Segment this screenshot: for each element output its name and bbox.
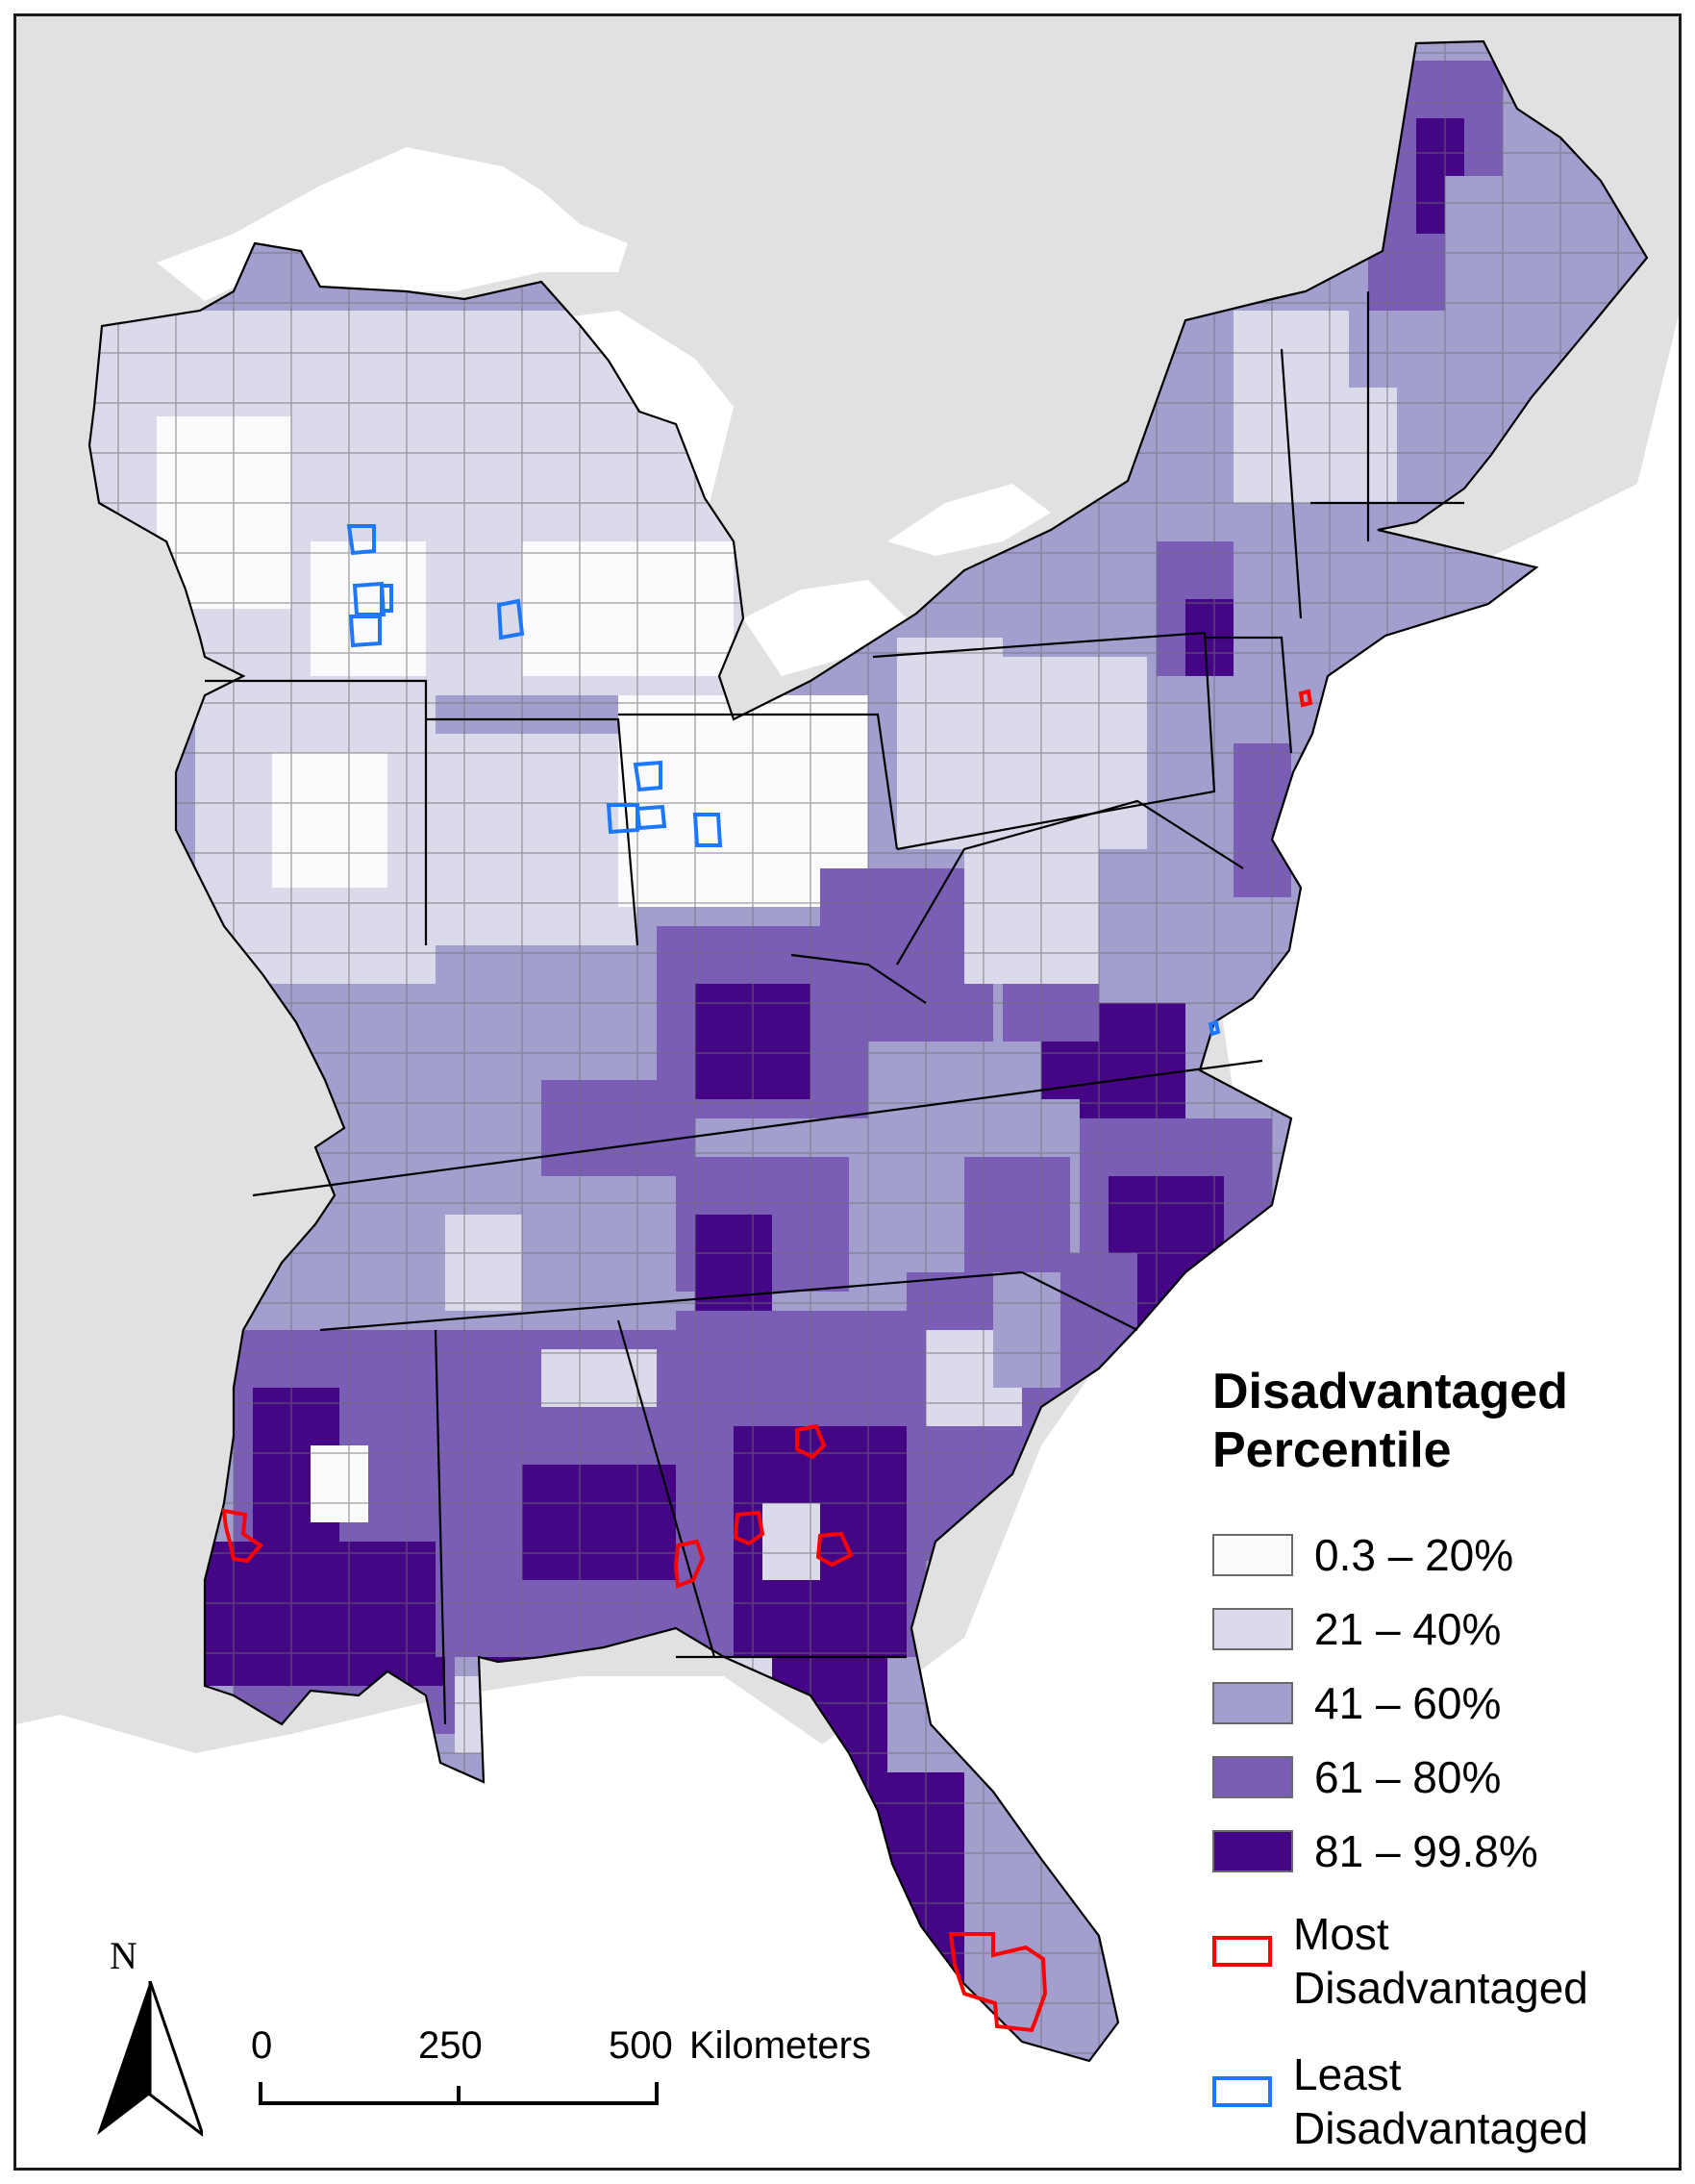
- lake-ontario: [887, 484, 1051, 556]
- scale-tick-250: 250: [418, 2024, 483, 2067]
- legend-class-label: 81 – 99.8%: [1314, 1826, 1538, 1876]
- legend-title-line2: Percentile: [1212, 1422, 1452, 1478]
- legend-class-label: 41 – 60%: [1314, 1678, 1502, 1728]
- least-label-line1: Least: [1293, 2049, 1402, 2099]
- legend-swatch-4: [1212, 1756, 1293, 1798]
- least-label-line2: Disadvantaged: [1293, 2103, 1588, 2153]
- most-label-line1: Most: [1293, 1909, 1389, 1959]
- legend-swatch-2: [1212, 1608, 1293, 1650]
- legend-class-2: 21 – 40%: [1212, 1604, 1501, 1654]
- legend-class-3: 41 – 60%: [1212, 1678, 1501, 1728]
- most-disadvantaged-swatch: [1212, 1936, 1272, 1967]
- legend-class-label: 0.3 – 20%: [1314, 1530, 1514, 1580]
- legend-most-disadvantaged: Most Disadvantaged: [1212, 1907, 1588, 2015]
- legend-class-4: 61 – 80%: [1212, 1752, 1501, 1802]
- gulf-of-mexico: [16, 1676, 1152, 2168]
- legend-least-disadvantaged: Least Disadvantaged: [1212, 2047, 1588, 2155]
- legend-title-line1: Disadvantaged: [1212, 1364, 1568, 1419]
- scale-bar: [259, 2082, 659, 2105]
- scale-tick-500: 500: [609, 2024, 673, 2067]
- north-label: N: [110, 1934, 137, 1977]
- most-label-line2: Disadvantaged: [1293, 1963, 1588, 2013]
- least-disadvantaged-swatch: [1212, 2076, 1272, 2107]
- most-disadvantaged-outlines: [221, 689, 1313, 2033]
- legend-swatch-3: [1212, 1682, 1293, 1724]
- legend-class-label: 61 – 80%: [1314, 1752, 1502, 1802]
- county-choropleth-map: [16, 16, 1679, 2168]
- map-frame: Disadvantaged Percentile 0.3 – 20% 21 – …: [13, 13, 1682, 2171]
- scale-tick-0: 0: [251, 2024, 273, 2067]
- legend-swatch-5: [1212, 1830, 1293, 1872]
- least-disadvantaged-outlines: [346, 524, 1221, 1037]
- legend-class-5: 81 – 99.8%: [1212, 1826, 1538, 1876]
- scale-unit: Kilometers: [689, 2024, 871, 2067]
- legend-class-label: 21 – 40%: [1314, 1604, 1502, 1654]
- state-borders: [87, 39, 1649, 2063]
- north-arrow-icon: [97, 1981, 203, 2137]
- legend-class-1: 0.3 – 20%: [1212, 1530, 1513, 1580]
- legend-swatch-1: [1212, 1534, 1293, 1576]
- lake-erie: [743, 580, 907, 676]
